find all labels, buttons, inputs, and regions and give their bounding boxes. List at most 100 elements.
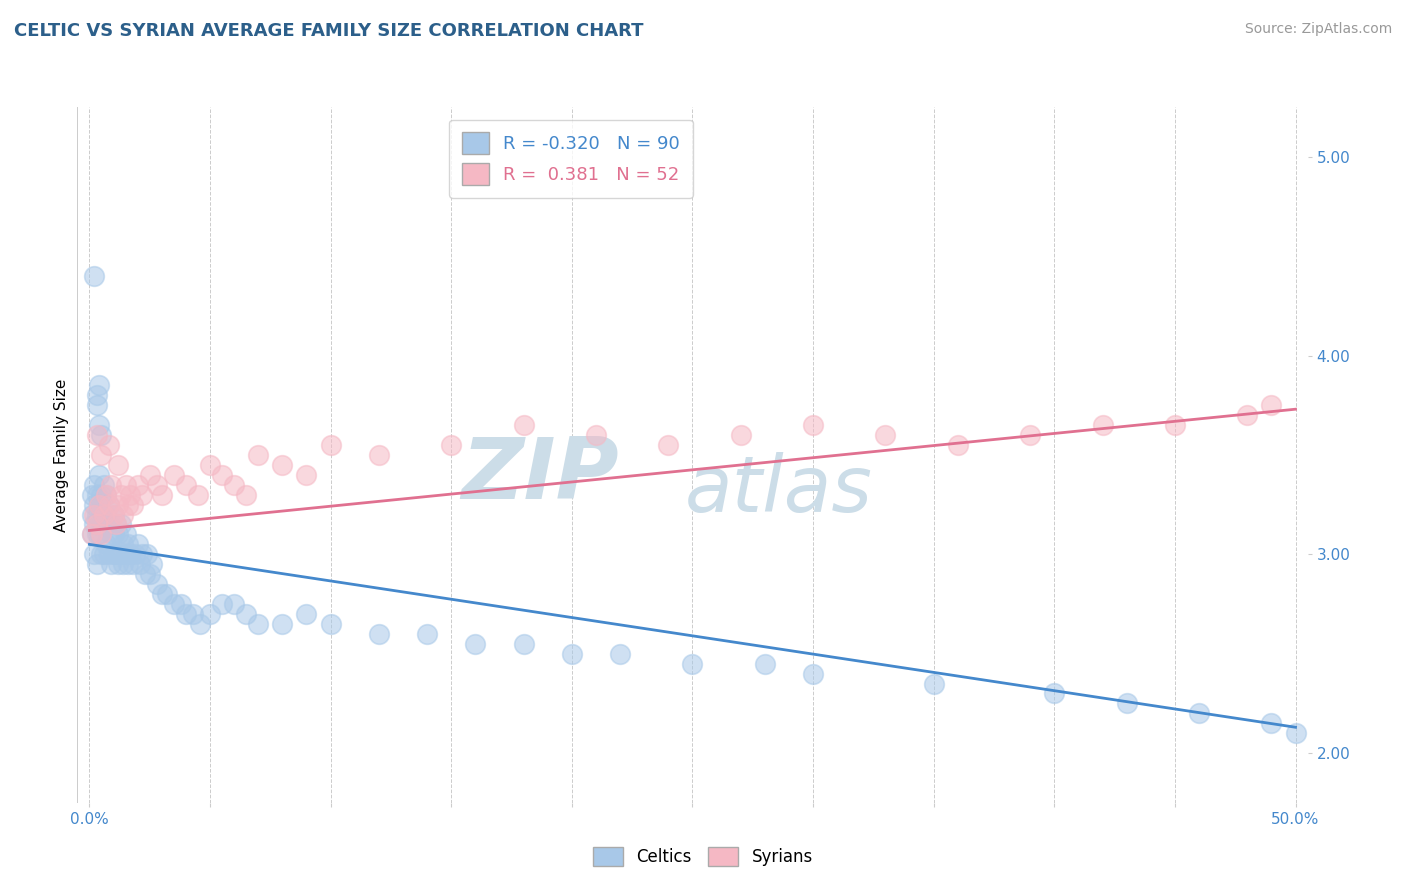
Point — [163, 467, 186, 482]
Point — [1115, 697, 1137, 711]
Point — [86, 558, 108, 572]
Point — [188, 616, 212, 631]
Point — [104, 517, 127, 532]
Point — [87, 498, 110, 512]
Point — [114, 547, 136, 561]
Point — [90, 488, 112, 502]
Point — [657, 438, 679, 452]
Point — [103, 527, 125, 541]
Point — [83, 517, 105, 532]
Point — [271, 616, 294, 631]
Point — [103, 547, 125, 561]
Point — [211, 467, 233, 482]
Point — [138, 467, 160, 482]
Point — [112, 537, 135, 551]
Point — [170, 597, 193, 611]
Point — [155, 587, 177, 601]
Point — [163, 597, 186, 611]
Point — [181, 607, 204, 621]
Point — [146, 477, 169, 491]
Point — [86, 388, 108, 402]
Point — [86, 428, 108, 442]
Point — [80, 508, 103, 522]
Point — [86, 488, 108, 502]
Point — [1164, 418, 1187, 433]
Point — [90, 448, 112, 462]
Point — [367, 627, 389, 641]
Point — [319, 438, 342, 452]
Point — [174, 607, 197, 621]
Point — [801, 666, 824, 681]
Point — [104, 517, 127, 532]
Point — [87, 418, 110, 433]
Text: atlas: atlas — [685, 451, 873, 528]
Point — [211, 597, 233, 611]
Point — [93, 508, 115, 522]
Point — [107, 498, 129, 512]
Point — [127, 537, 149, 551]
Point — [86, 398, 108, 412]
Point — [271, 458, 294, 472]
Point — [114, 477, 136, 491]
Point — [235, 488, 257, 502]
Point — [1019, 428, 1042, 442]
Point — [1284, 726, 1306, 740]
Point — [146, 577, 169, 591]
Point — [174, 477, 197, 491]
Point — [464, 637, 486, 651]
Point — [87, 527, 110, 541]
Point — [107, 458, 129, 472]
Point — [585, 428, 607, 442]
Point — [198, 607, 221, 621]
Legend: R = -0.320   N = 90, R =  0.381   N = 52: R = -0.320 N = 90, R = 0.381 N = 52 — [450, 120, 693, 198]
Point — [1236, 408, 1258, 422]
Point — [682, 657, 704, 671]
Point — [114, 527, 136, 541]
Legend: Celtics, Syrians: Celtics, Syrians — [585, 838, 821, 875]
Point — [141, 558, 163, 572]
Point — [103, 508, 125, 522]
Point — [295, 607, 318, 621]
Point — [97, 498, 120, 512]
Point — [131, 547, 153, 561]
Point — [107, 558, 129, 572]
Point — [87, 467, 110, 482]
Point — [801, 418, 824, 433]
Point — [117, 558, 139, 572]
Point — [117, 498, 139, 512]
Point — [1188, 706, 1211, 721]
Point — [110, 488, 132, 502]
Point — [129, 558, 152, 572]
Point — [198, 458, 221, 472]
Point — [440, 438, 463, 452]
Point — [875, 428, 897, 442]
Point — [121, 498, 143, 512]
Point — [112, 508, 135, 522]
Point — [97, 438, 120, 452]
Point — [117, 537, 139, 551]
Point — [97, 517, 120, 532]
Point — [97, 547, 120, 561]
Point — [86, 508, 108, 522]
Point — [100, 527, 122, 541]
Point — [1260, 398, 1282, 412]
Point — [103, 508, 125, 522]
Point — [86, 517, 108, 532]
Text: Source: ZipAtlas.com: Source: ZipAtlas.com — [1244, 22, 1392, 37]
Point — [83, 498, 105, 512]
Point — [187, 488, 209, 502]
Point — [235, 607, 257, 621]
Point — [80, 527, 103, 541]
Point — [90, 428, 112, 442]
Point — [83, 268, 105, 283]
Y-axis label: Average Family Size: Average Family Size — [53, 378, 69, 532]
Point — [127, 477, 149, 491]
Point — [224, 477, 246, 491]
Point — [97, 498, 120, 512]
Point — [247, 448, 270, 462]
Point — [120, 488, 142, 502]
Point — [247, 616, 270, 631]
Point — [110, 517, 132, 532]
Point — [922, 676, 945, 690]
Point — [90, 517, 112, 532]
